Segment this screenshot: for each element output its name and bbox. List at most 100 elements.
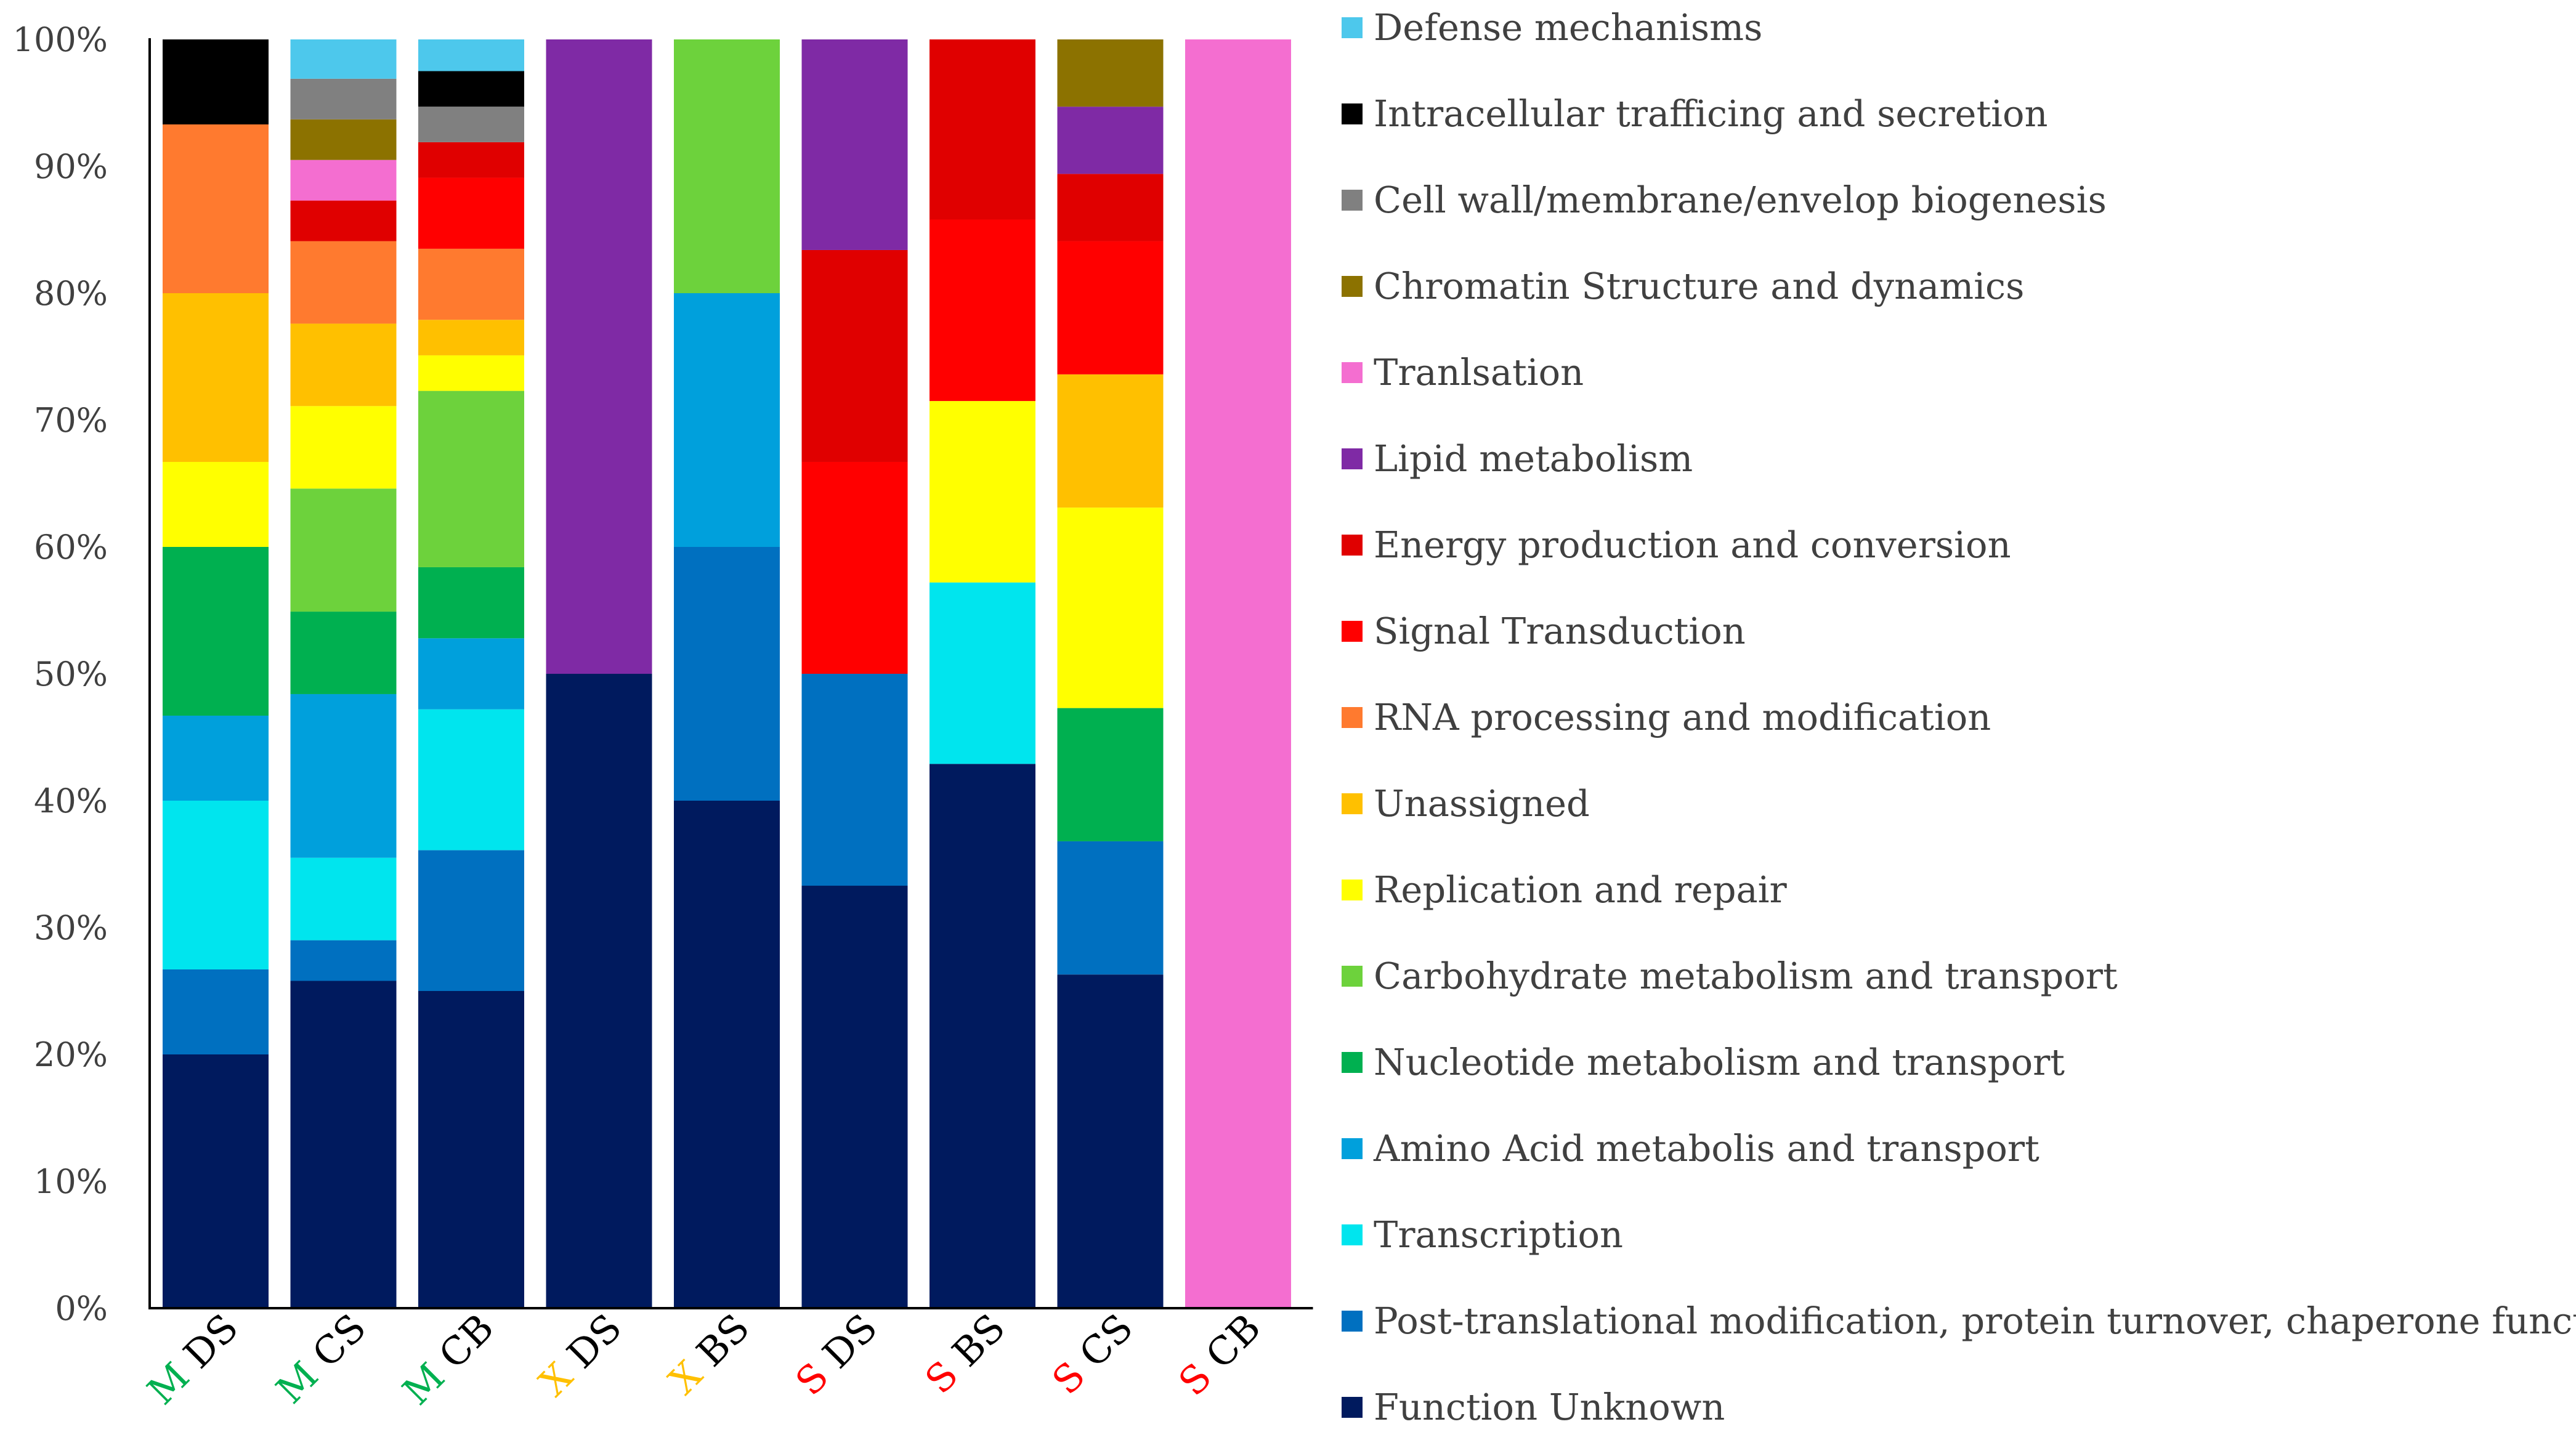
bar-segment	[418, 177, 524, 249]
x-axis: M DS M CS M CB X DS X BS S DS S BS S CS S CB	[139, 1305, 1313, 1414]
legend-swatch	[1342, 707, 1363, 728]
y-tick-label: 90%	[34, 147, 108, 186]
legend-swatch	[1342, 621, 1363, 642]
bar-segment	[418, 355, 524, 391]
legend-swatch	[1342, 1224, 1363, 1245]
legend-swatch	[1342, 793, 1363, 814]
legend-label: Replication and repair	[1374, 868, 1788, 911]
bar-segment	[930, 219, 1035, 402]
legend-label: Transcription	[1374, 1213, 1623, 1256]
legend-swatch	[1342, 362, 1363, 383]
bar-segment	[290, 39, 397, 79]
bar-segment	[290, 857, 397, 940]
bar-segment	[290, 940, 397, 981]
bar-segment	[163, 715, 269, 801]
y-tick-label: 20%	[34, 1035, 108, 1074]
bar-segment	[1057, 974, 1164, 1308]
legend-label: Amino Acid metabolis and transport	[1373, 1127, 2039, 1170]
bar-segment	[1057, 708, 1164, 841]
bar-segment	[418, 567, 524, 639]
bar-segment	[674, 39, 780, 293]
bar-segment	[1057, 841, 1164, 975]
bar-segment	[418, 991, 524, 1308]
bar-segment	[674, 547, 780, 801]
y-tick-label: 0%	[55, 1289, 108, 1328]
plot-area	[163, 39, 1291, 1308]
bar-segment	[801, 39, 908, 250]
y-tick-label: 70%	[34, 401, 108, 440]
bar-segment	[290, 78, 397, 119]
bar-segment	[418, 248, 524, 320]
bar-segment	[801, 886, 908, 1308]
bar-segment	[290, 200, 397, 241]
bar-segment	[1057, 39, 1164, 107]
bar-segment	[163, 1054, 269, 1308]
x-tick-label: M CB	[394, 1305, 502, 1414]
bar-segment	[163, 547, 269, 716]
bar-segment	[801, 461, 908, 674]
legend-label: Defense mechanisms	[1374, 6, 1762, 49]
legend-label: Intracellular trafficing and secretion	[1374, 92, 2048, 135]
bar-segment	[290, 488, 397, 612]
bar-segment	[930, 764, 1035, 1308]
bar-segment	[930, 582, 1035, 764]
legend-swatch	[1342, 535, 1363, 556]
legend-swatch	[1342, 1138, 1363, 1159]
legend-label: Unassigned	[1374, 782, 1590, 825]
y-tick-label: 80%	[34, 274, 108, 313]
bar-segment	[418, 39, 524, 71]
y-tick-label: 60%	[34, 528, 108, 567]
bar-segment	[546, 674, 652, 1308]
bar-segment	[418, 709, 524, 851]
legend-label: RNA processing and modification	[1374, 696, 1991, 738]
bar-segment	[163, 39, 269, 125]
bar-segment	[290, 241, 397, 324]
legend-swatch	[1342, 880, 1363, 900]
bar-segment	[418, 390, 524, 567]
bar-segment	[290, 406, 397, 489]
x-tick-label: M DS	[139, 1305, 247, 1414]
y-tick-label: 50%	[34, 655, 108, 694]
bar-segment	[290, 323, 397, 406]
x-tick-label: S DS	[787, 1305, 886, 1404]
legend-label: Cell wall/membrane/envelop biogenesis	[1374, 179, 2107, 221]
bar-segment	[674, 293, 780, 547]
bar-segment	[1057, 374, 1164, 508]
y-tick-label: 40%	[34, 782, 108, 820]
legend-swatch	[1342, 966, 1363, 987]
bar-segment	[1185, 39, 1291, 1308]
legend-label: Lipid metabolism	[1374, 437, 1693, 480]
bar-segment	[418, 638, 524, 710]
bar-segment	[163, 461, 269, 547]
x-tick-label: X DS	[530, 1305, 630, 1405]
y-tick-label: 10%	[34, 1162, 108, 1201]
bar-segment	[418, 107, 524, 142]
legend-label: Carbohydrate metabolism and transport	[1374, 955, 2118, 997]
legend-swatch	[1342, 1397, 1363, 1418]
bar-segment	[418, 850, 524, 991]
legend-swatch	[1342, 17, 1363, 38]
legend-swatch	[1342, 190, 1363, 211]
bar-segment	[1057, 174, 1164, 241]
y-tick-label: 100%	[13, 20, 108, 59]
legend-swatch	[1342, 448, 1363, 469]
legend-swatch	[1342, 1311, 1363, 1332]
bar-segment	[418, 71, 524, 107]
y-tick-label: 30%	[34, 908, 108, 947]
legend-label: Post-translational modification, protein…	[1374, 1300, 2576, 1342]
bar-segment	[546, 39, 652, 674]
x-tick-label: S CS	[1043, 1305, 1141, 1403]
legend-swatch	[1342, 1052, 1363, 1073]
bar-segment	[290, 160, 397, 201]
bar-segment	[290, 694, 397, 858]
x-tick-label: S BS	[917, 1305, 1014, 1402]
x-tick-label: M CS	[267, 1305, 375, 1412]
bar-segment	[801, 249, 908, 462]
legend-label: Function Unknown	[1374, 1386, 1725, 1428]
bar-segment	[1057, 241, 1164, 374]
y-axis: 0% 10% 20% 30% 40% 50% 60% 70% 80% 90% 100%	[13, 20, 151, 1328]
x-tick-label: S CB	[1170, 1305, 1269, 1404]
bar-segment	[801, 674, 908, 886]
legend-label: Nucleotide metabolism and transport	[1374, 1041, 2065, 1083]
